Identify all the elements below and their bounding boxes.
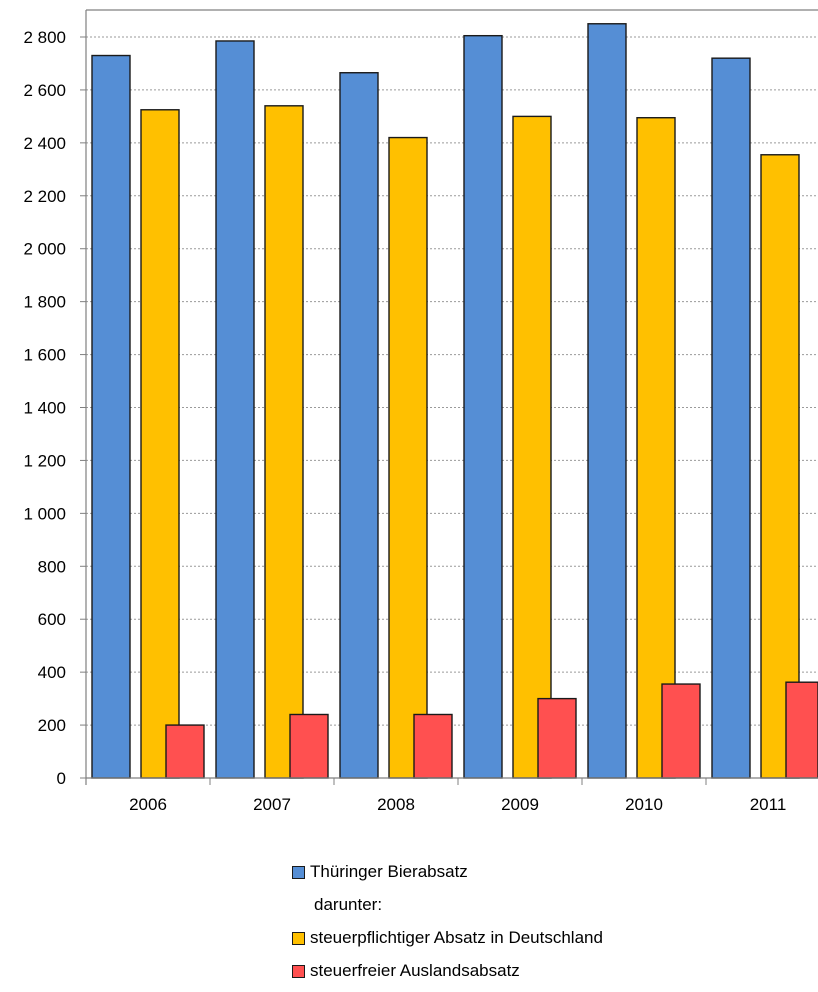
y-tick-label: 400 [38, 663, 66, 682]
y-tick-label: 800 [38, 557, 66, 576]
legend-swatch-series-2 [292, 931, 305, 945]
y-tick-label: 2 600 [23, 81, 66, 100]
y-tick-label: 600 [38, 610, 66, 629]
legend-note-label: darunter: [314, 895, 383, 914]
x-tick-label: 2011 [750, 795, 787, 814]
legend: Thüringer Bierabsatz darunter: steuerpfl… [292, 860, 812, 992]
bar-series-1-2009 [463, 34, 503, 779]
axes: 0 200 400 600 800 1 000 1 200 1 400 1 600 1 800 2 … [23, 9, 818, 814]
bars [91, 23, 818, 779]
y-tick-label: 1 800 [23, 293, 66, 312]
bar-series-1-2008 [339, 72, 379, 779]
y-tick-label: 1 400 [23, 399, 66, 418]
gridlines [86, 36, 818, 726]
bar-series-2-2011 [760, 154, 800, 779]
x-tick-label: 2006 [129, 795, 167, 814]
x-tick-label: 2009 [501, 795, 539, 814]
bar-series-3-2007 [289, 713, 329, 779]
legend-item-series-3: steuerfreier Auslandsabsatz [292, 959, 812, 983]
bar-chart: 0 200 400 600 800 1 000 1 200 1 400 1 600 1 800 2 … [23, 9, 818, 814]
x-tick-label: 2007 [253, 795, 291, 814]
bar-series-3-2006 [165, 724, 205, 779]
legend-swatch-series-1 [292, 865, 305, 879]
bar-series-2-2010 [636, 117, 676, 779]
bar-series-3-2008 [413, 713, 453, 779]
legend-swatch-series-3 [292, 964, 305, 978]
y-tick-label: 2 200 [23, 187, 66, 206]
y-tick-label: 2 000 [23, 240, 66, 259]
y-tick-label: 200 [38, 716, 66, 735]
bar-series-2-2008 [388, 136, 428, 779]
y-tick-label: 1 200 [23, 451, 66, 470]
legend-item-series-1: Thüringer Bierabsatz [292, 860, 812, 884]
legend-label-series-1: Thüringer Bierabsatz [310, 862, 468, 881]
bar-series-3-2011 [785, 681, 818, 779]
y-tick-label: 2 400 [23, 134, 66, 153]
legend-label-series-3: steuerfreier Auslandsabsatz [310, 961, 520, 980]
bar-series-1-2010 [587, 23, 627, 779]
bar-series-1-2011 [711, 57, 751, 779]
bar-series-2-2006 [140, 109, 180, 779]
x-tick-label: 2010 [625, 795, 663, 814]
bar-series-1-2007 [215, 40, 255, 779]
bar-series-2-2009 [512, 115, 552, 779]
y-tick-label: 1 600 [23, 346, 66, 365]
y-tick-label: 0 [57, 769, 66, 788]
legend-item-series-2: steuerpflichtiger Absatz in Deutschland [292, 926, 812, 950]
legend-label-series-2: steuerpflichtiger Absatz in Deutschland [310, 928, 603, 947]
y-tick-label: 2 800 [23, 28, 66, 47]
bar-series-3-2010 [661, 683, 701, 779]
bar-series-3-2009 [537, 697, 577, 779]
legend-note: darunter: [292, 893, 812, 917]
y-tick-label: 1 000 [23, 504, 66, 523]
x-tick-label: 2008 [377, 795, 415, 814]
bar-series-1-2006 [91, 54, 131, 779]
bar-series-2-2007 [264, 105, 304, 779]
